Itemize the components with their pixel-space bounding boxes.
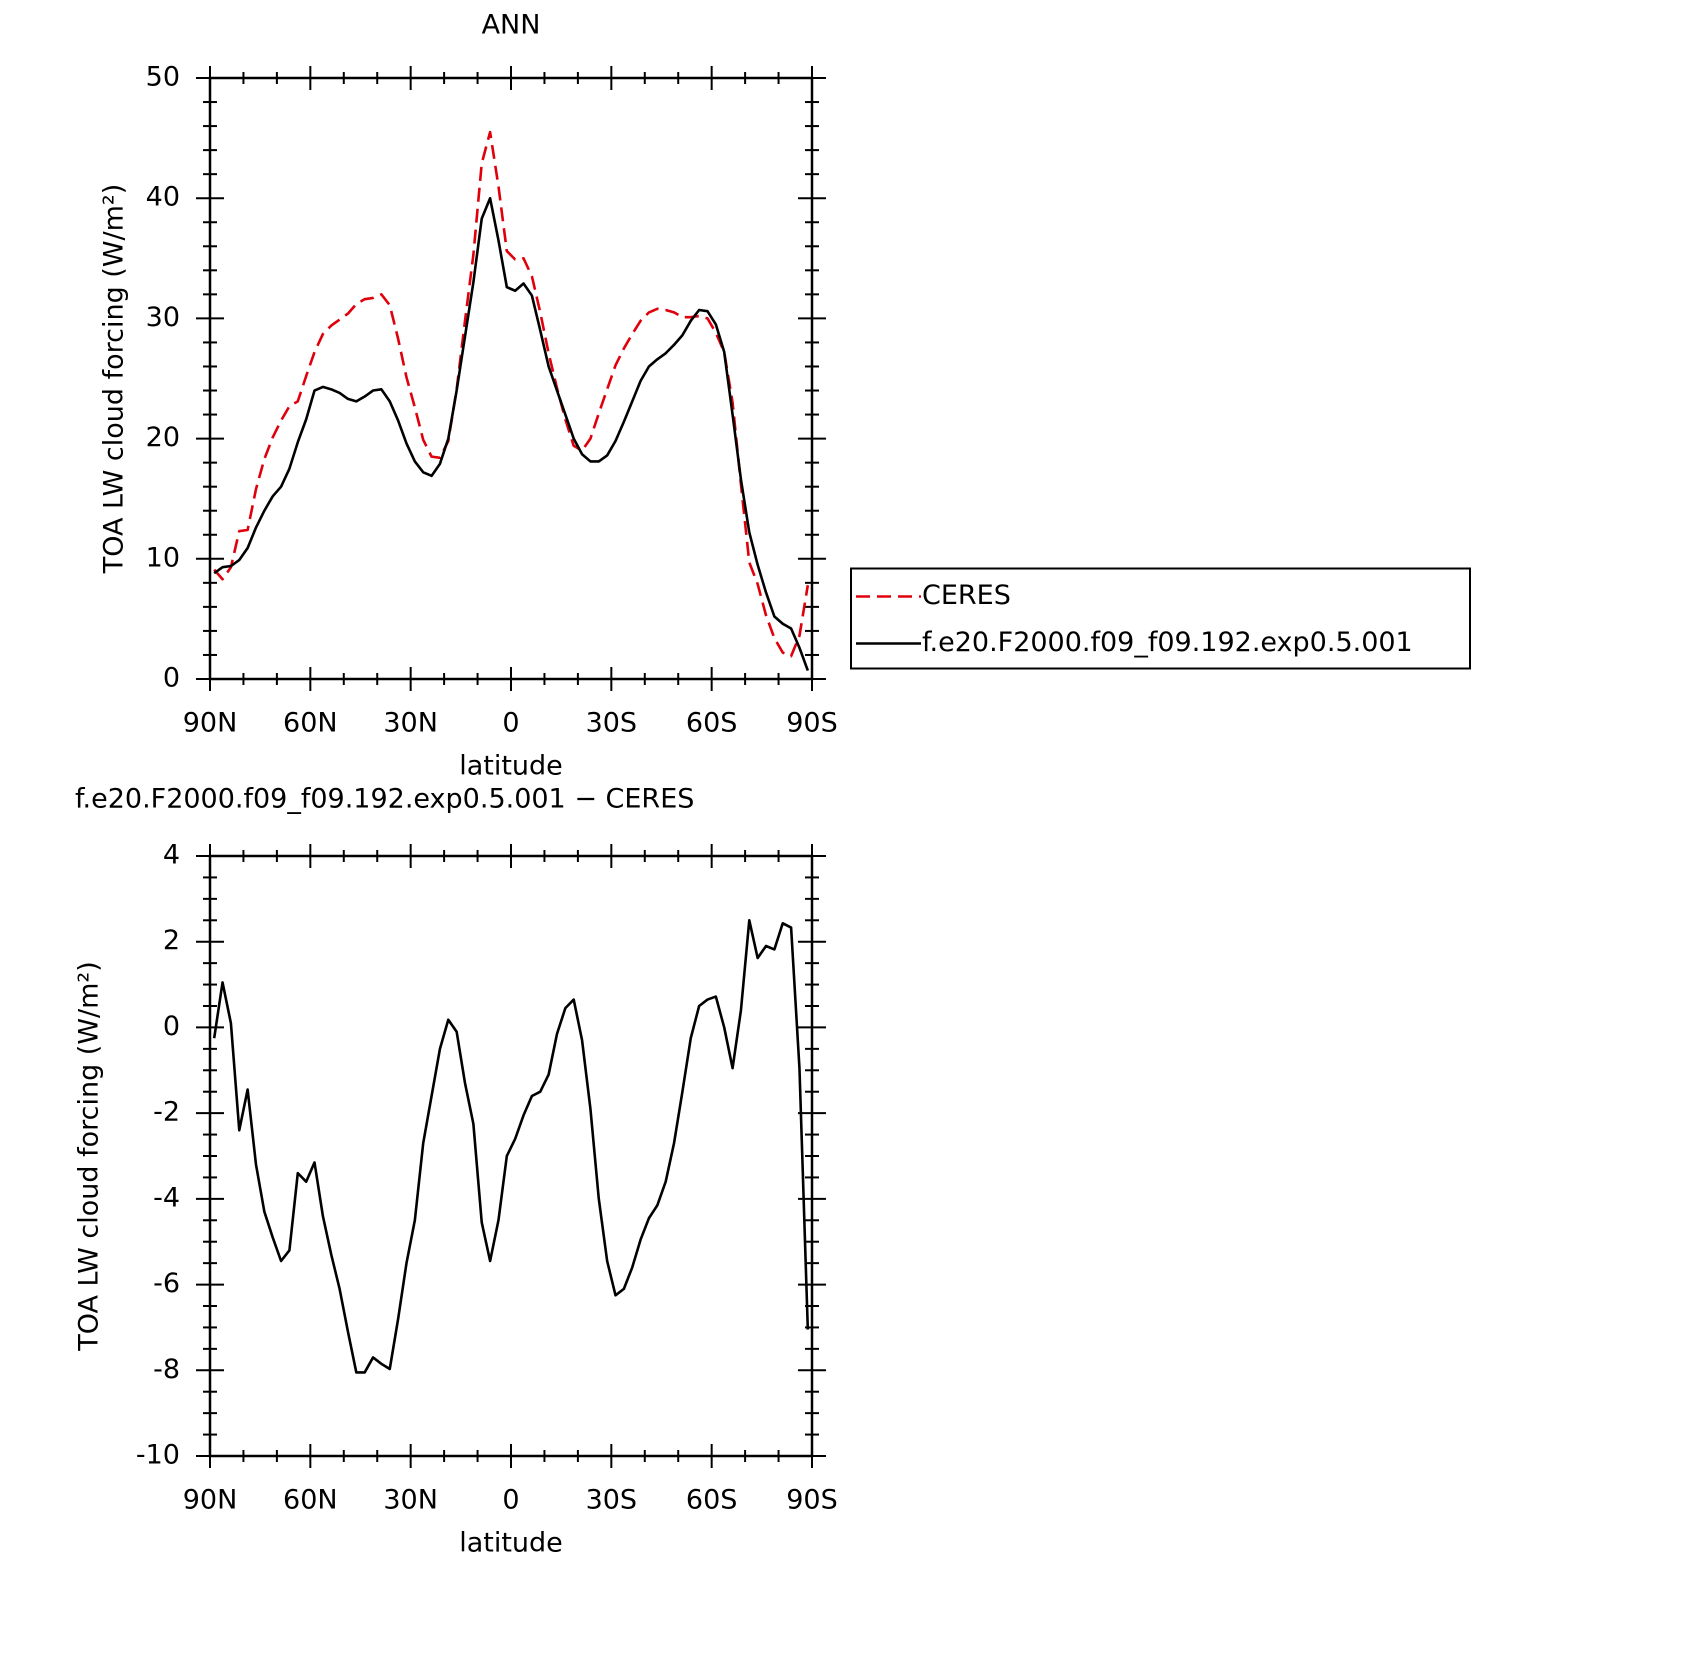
y-tick-label: -10 — [136, 1440, 180, 1471]
x-tick-label: 30N — [383, 1485, 438, 1516]
y-tick-label: 20 — [146, 422, 180, 453]
plot-frame — [208, 854, 814, 1458]
x-axis-label: latitude — [459, 751, 563, 782]
series-line — [213, 196, 810, 672]
x-tick-label: 60N — [283, 1485, 338, 1516]
x-tick-label: 60S — [686, 708, 738, 739]
y-tick-label: 40 — [146, 182, 180, 213]
legend-label: CERES — [922, 580, 1011, 611]
x-tick-label: 90S — [786, 708, 838, 739]
x-tick-label: 90N — [183, 1485, 238, 1516]
y-tick-label: -6 — [153, 1268, 180, 1299]
y-tick-label: 0 — [163, 663, 180, 694]
y-tick-label: -2 — [153, 1097, 180, 1128]
x-axis-label: latitude — [459, 1528, 563, 1559]
y-axis-label: TOA LW cloud forcing (W/m²) — [74, 961, 105, 1352]
x-tick-label: 90N — [183, 708, 238, 739]
y-tick-label: -8 — [153, 1354, 180, 1385]
x-tick-label: 30S — [586, 1485, 638, 1516]
x-tick-label: 60N — [283, 708, 338, 739]
chart-title: f.e20.F2000.f09_f09.192.exp0.5.001 − CER… — [75, 784, 694, 815]
x-tick-label: 30N — [383, 708, 438, 739]
legend-label: f.e20.F2000.f09_f09.192.exp0.5.001 — [922, 627, 1413, 658]
y-tick-label: 0 — [163, 1011, 180, 1042]
y-tick-label: 4 — [163, 840, 180, 871]
legend-box — [850, 567, 1471, 670]
plot-frame — [208, 76, 814, 681]
x-tick-label: 0 — [502, 708, 519, 739]
y-tick-label: 30 — [146, 302, 180, 333]
y-tick-label: 2 — [163, 925, 180, 956]
y-tick-label: 50 — [146, 62, 180, 93]
chart-title: ANN — [482, 10, 541, 41]
x-tick-label: 90S — [786, 1485, 838, 1516]
x-tick-label: 0 — [502, 1485, 519, 1516]
x-tick-label: 60S — [686, 1485, 738, 1516]
series-line — [213, 130, 810, 658]
x-tick-label: 30S — [586, 708, 638, 739]
series-line — [212, 918, 810, 1374]
y-tick-label: 10 — [146, 542, 180, 573]
y-axis-label: TOA LW cloud forcing (W/m²) — [99, 184, 130, 575]
y-tick-label: -4 — [153, 1182, 180, 1213]
